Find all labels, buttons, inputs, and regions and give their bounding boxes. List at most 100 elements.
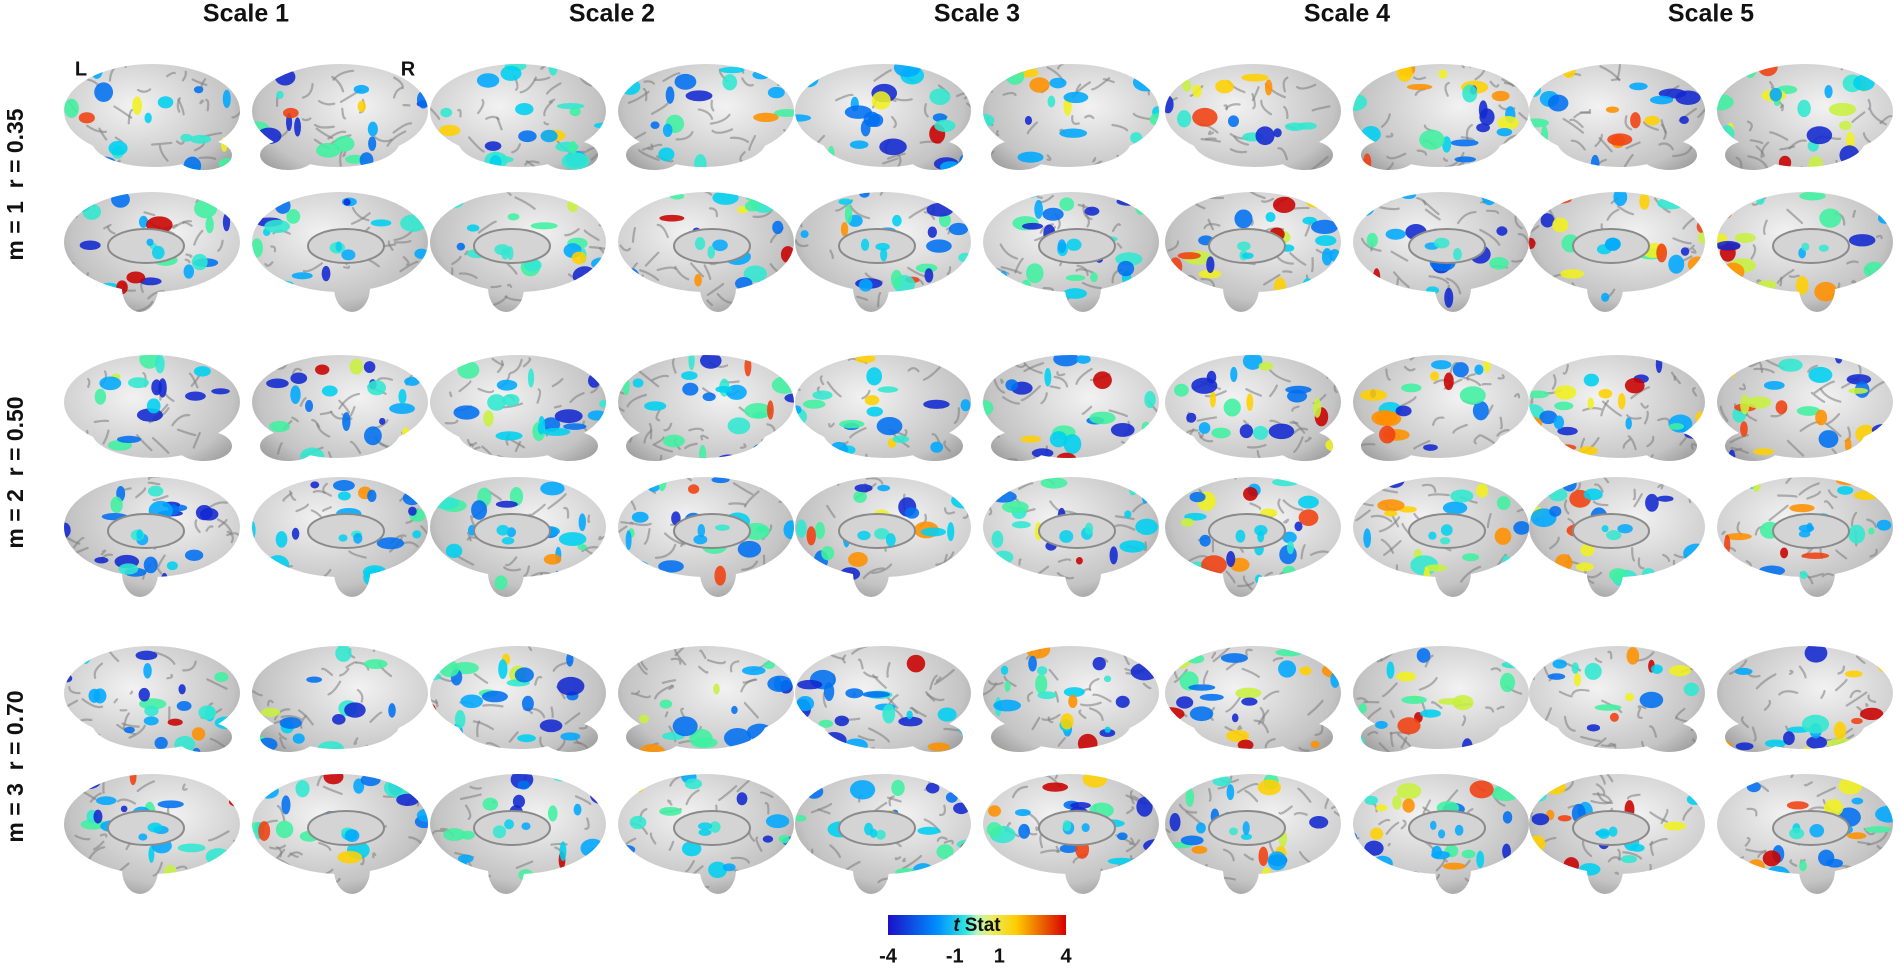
sulcus <box>468 136 485 153</box>
surface <box>618 355 794 461</box>
activation-blob <box>771 376 794 394</box>
sulcus <box>1283 105 1289 120</box>
activation-blob <box>1717 776 1736 789</box>
sulcus <box>1042 287 1055 293</box>
activation-blob <box>1353 93 1368 112</box>
activation-blob <box>1060 713 1074 730</box>
sulcus <box>261 195 275 213</box>
activation-blob <box>839 567 861 581</box>
activation-blob <box>1075 557 1083 565</box>
sulcus <box>874 173 884 183</box>
sulcus <box>688 427 705 432</box>
activation-blob <box>694 154 707 170</box>
activation-blob <box>554 409 583 424</box>
sulcus <box>1625 141 1641 150</box>
activation-blob <box>1789 504 1815 513</box>
activation-blob <box>389 442 412 450</box>
sulcus <box>297 709 314 726</box>
sulcus <box>799 213 804 228</box>
sulcus <box>1111 223 1122 233</box>
sulcus <box>214 870 226 884</box>
activation-blob <box>315 364 330 375</box>
lateral-view <box>618 64 794 170</box>
sulcus <box>532 295 540 305</box>
activation-blob <box>310 481 320 489</box>
sulcus <box>739 443 747 449</box>
activation-blob <box>1641 568 1656 580</box>
sulcus <box>1414 578 1420 590</box>
activation-blob <box>1524 355 1529 367</box>
sulcus <box>1456 64 1465 69</box>
sulcus <box>862 567 885 580</box>
activation-blob <box>1849 574 1856 590</box>
sulcus <box>1165 845 1178 862</box>
sulcus <box>966 102 971 115</box>
activation-blob <box>912 863 935 880</box>
sulcus <box>1033 293 1042 301</box>
sulcus <box>444 870 467 880</box>
activation-blob <box>741 666 766 676</box>
sulcus <box>335 878 341 884</box>
surface <box>983 64 1159 170</box>
sulcus <box>1018 482 1034 490</box>
activation-blob <box>1206 256 1215 274</box>
sulcus <box>490 284 502 289</box>
activation-blob <box>1877 212 1892 224</box>
sulcus <box>316 774 332 787</box>
sulcus <box>505 556 518 567</box>
activation-blob <box>1180 518 1195 527</box>
sulcus <box>650 102 669 115</box>
sulcus <box>795 496 805 503</box>
sulcus <box>1869 283 1880 287</box>
sulcus <box>430 71 442 82</box>
sulcus <box>1449 361 1459 374</box>
sulcus <box>1563 499 1570 515</box>
sulcus <box>1031 716 1041 731</box>
activation-blob <box>1801 242 1810 251</box>
sulcus <box>939 804 947 817</box>
activation-blob <box>316 142 341 158</box>
surface <box>1529 64 1705 170</box>
activation-blob <box>276 90 284 99</box>
activation-blob <box>1763 380 1785 390</box>
cortex <box>252 64 428 170</box>
activation-blob <box>445 543 463 559</box>
sulcus <box>965 420 971 432</box>
activation-blob <box>948 222 969 236</box>
activation-blob <box>1182 80 1192 92</box>
sulcus <box>761 439 780 451</box>
sulcus <box>1627 435 1637 451</box>
medial-view <box>983 477 1159 597</box>
sulcus <box>128 724 146 739</box>
medial-view <box>618 774 794 894</box>
sulcus <box>1200 277 1216 289</box>
activation-blob <box>163 865 177 882</box>
activation-blob <box>1656 243 1668 263</box>
activation-blob <box>144 705 159 717</box>
activation-blob <box>1717 724 1726 737</box>
activation-blob <box>1728 449 1736 461</box>
medial-view <box>1353 774 1529 894</box>
activation-blob <box>1868 527 1875 535</box>
sulcus <box>373 135 393 143</box>
sulcus <box>1518 112 1529 128</box>
activation-blob <box>947 65 971 83</box>
sulcus <box>1745 582 1758 589</box>
activation-blob <box>433 355 441 370</box>
sulcus <box>231 209 235 219</box>
sulcus <box>1139 437 1145 455</box>
sulcus <box>1371 649 1383 662</box>
activation-blob <box>64 674 73 683</box>
sulcus <box>879 192 885 196</box>
activation-blob <box>688 484 700 494</box>
activation-blob <box>494 575 508 591</box>
sulcus <box>670 657 682 665</box>
sulcus <box>1244 789 1259 803</box>
activation-blob <box>1656 495 1674 502</box>
sulcus <box>81 292 94 304</box>
sulcus <box>1562 364 1569 375</box>
sulcus <box>1380 113 1391 128</box>
activation-blob <box>1798 524 1815 533</box>
sulcus <box>1188 159 1206 170</box>
sulcus <box>192 431 201 449</box>
